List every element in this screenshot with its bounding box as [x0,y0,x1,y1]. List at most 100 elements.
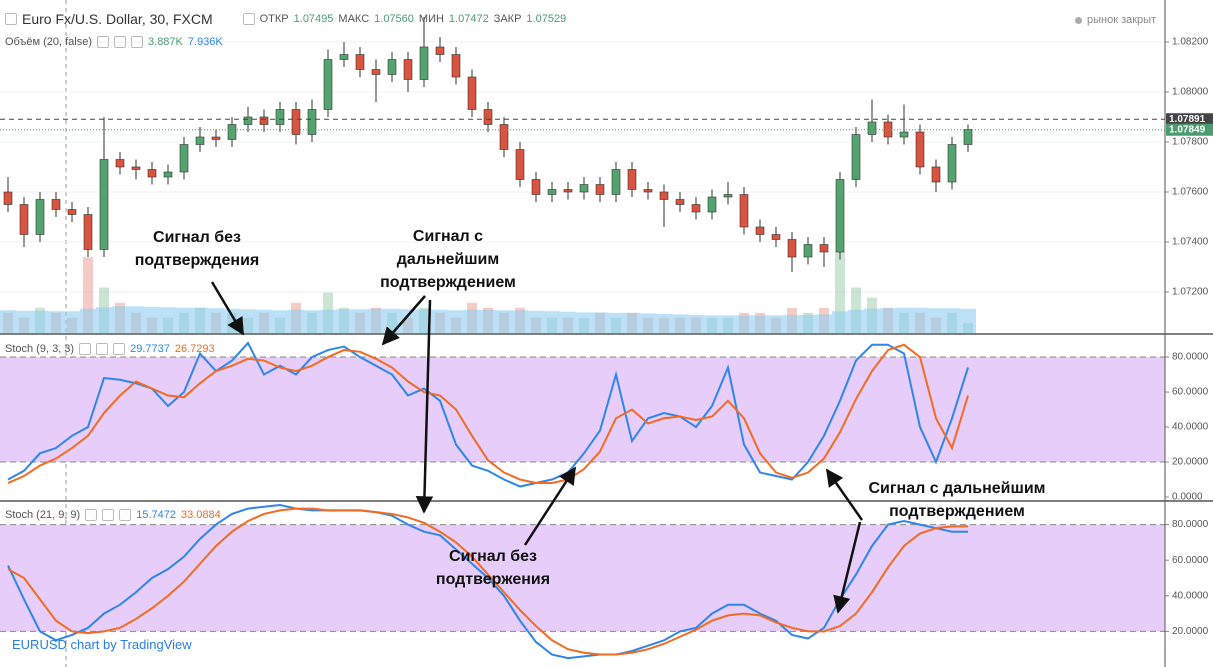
volume-legend: Объём (20, false) 3.887K 7.936K [5,36,223,48]
candle-body [739,194,749,228]
volume-ma-value: 7.936K [187,36,223,48]
footer-text: EURUSD chart by TradingView [12,637,192,652]
stoch-legend: Stoch (21, 9, 9) 15.7472 33.0884 [5,509,221,521]
arrow [210,281,245,336]
stoch-d-value: 33.0884 [180,509,221,521]
candle-body [659,191,669,200]
y-tick-label: 20.0000 [1172,626,1209,637]
candle-body [771,234,781,240]
annotation-line: Сигнал без [449,548,537,565]
volume-bar [835,252,845,333]
candle-body [643,189,653,193]
candle-body [211,136,221,140]
candle-body [275,109,285,125]
candle-body [3,191,13,205]
y-tick-label: 1.08200 [1172,37,1209,48]
y-tick-label: 1.07400 [1172,237,1209,248]
candle-body [323,59,333,110]
y-tick-label: 1.07600 [1172,187,1209,198]
candle-body [307,109,317,135]
candle-body [579,184,589,193]
candle-body [355,54,365,70]
ohlc-value: 1.07472 [448,13,489,25]
stoch-title: Stoch (21, 9, 9) [5,509,81,521]
candle-body [899,131,909,138]
stoch-k-value: 29.7737 [130,343,170,355]
ohlc-label: ОТКР [259,13,289,25]
candle-body [787,239,797,258]
stoch-line [7,507,968,656]
market-status: рынок закрыт [1075,14,1156,26]
candle-body [195,136,205,145]
candle-body [563,189,573,193]
stoch-k-value: 15.7472 [136,509,176,521]
annotation: Сигнал с дальнейшим подтверждением [868,477,1045,523]
candle-body [147,169,157,178]
candle-body [723,194,733,198]
arrow [523,466,577,546]
y-tick-label: 80.0000 [1172,519,1209,530]
candle-body [179,144,189,173]
annotation-line: подтвержения [435,571,551,588]
ohlc-label: МИН [418,13,444,25]
y-tick-label: 20.0000 [1172,457,1209,468]
candle-body [851,134,861,180]
footer: EURUSD chart by TradingView [12,637,192,652]
annotation: Сигнал без подтвержения [436,545,550,591]
candle-body [163,171,173,178]
y-tick-label: 1.07200 [1172,287,1209,298]
candle-body [51,199,61,210]
candle-body [339,54,349,60]
ohlc-value: 1.07495 [293,13,334,25]
candle-body [835,179,845,253]
ohlc-label: ЗАКР [493,13,522,25]
y-tick-label: 60.0000 [1172,387,1209,398]
y-tick-label: 1.08000 [1172,87,1209,98]
arrow [833,521,862,614]
stoch-line [7,504,968,660]
candle-body [867,121,877,135]
candle-body [403,59,413,80]
candle-body [499,124,509,150]
candle-body [451,54,461,78]
candle-body [483,109,493,125]
candle-body [67,209,77,215]
price-label-box [1166,113,1213,126]
price-label-box [1166,123,1213,136]
icon [5,13,17,25]
price-label: 1.07849 [1169,124,1206,135]
main-legend: Euro Fx/U.S. Dollar, 30, FXCM ОТКР 1.0749… [5,11,566,27]
y-tick-label: 40.0000 [1172,422,1209,433]
candle-body [611,169,621,195]
candle-body [915,131,925,168]
candle-body [675,199,685,205]
annotation-line: подтверждением [889,503,1025,520]
stoch-line [7,343,969,485]
candle-body [83,214,93,250]
volume-bar [83,257,93,333]
candle-body [467,76,477,110]
volume-value: 3.887K [148,36,183,48]
ohlc-value: 1.07529 [526,13,567,25]
y-tick-label: 40.0000 [1172,590,1209,601]
ohlc-label: МАКС [338,13,370,25]
annotation-line: Сигнал без [153,229,241,246]
candle-body [99,159,109,250]
candle-body [547,189,557,195]
candle-body [819,244,829,253]
candle-body [227,124,237,140]
candle-body [755,226,765,235]
candle-body [131,166,141,170]
arrow [825,468,864,521]
candle-body [291,109,301,135]
candle-body [243,116,253,125]
candle-body [595,184,605,195]
annotation-line: Сигнал с [412,228,484,245]
level-band [0,524,1165,632]
y-tick-label: 1.07800 [1172,137,1209,148]
stoch-line [7,341,969,488]
candle-body [803,244,813,258]
arrow [381,295,426,346]
